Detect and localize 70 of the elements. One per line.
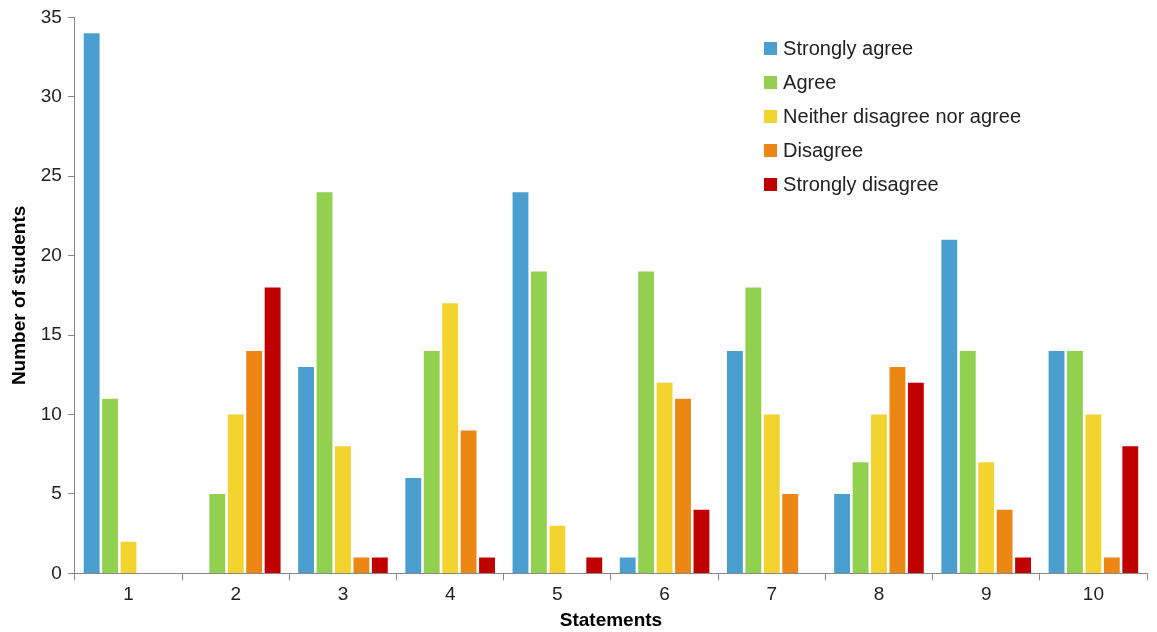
y-tick-label: 25: [40, 164, 62, 186]
x-tick-label: 6: [659, 583, 670, 605]
bar: [996, 509, 1013, 573]
bar: [264, 287, 281, 573]
legend-label: Strongly disagree: [783, 172, 939, 197]
bar: [978, 462, 995, 573]
x-tick-label: 2: [230, 583, 242, 605]
bar: [745, 287, 762, 573]
bar: [586, 557, 603, 573]
bar: [298, 366, 314, 573]
bar: [549, 525, 566, 573]
bar: [227, 414, 244, 573]
legend-label: Disagree: [783, 138, 864, 163]
bar: [531, 271, 547, 573]
bar: [479, 557, 495, 573]
bar: [726, 351, 743, 573]
bar: [675, 398, 691, 573]
bar: [941, 239, 958, 573]
bar: [120, 541, 137, 573]
x-tick-label: 8: [873, 583, 885, 605]
x-tick-label: 10: [1082, 583, 1104, 605]
bar: [907, 382, 924, 573]
bar: [656, 382, 673, 573]
bar: [852, 462, 869, 573]
bar: [371, 557, 388, 573]
y-tick-label: 30: [40, 85, 62, 107]
bar: [316, 192, 333, 573]
bar: [693, 509, 710, 573]
bar: [763, 414, 780, 573]
x-tick-label: 7: [766, 583, 778, 605]
y-tick-label: 0: [51, 561, 62, 583]
x-axis-title: Statements: [559, 608, 663, 630]
bar: [889, 366, 906, 573]
bar: [834, 493, 851, 573]
bar: [638, 271, 655, 573]
bar: [1048, 351, 1065, 573]
bar: [83, 33, 100, 573]
legend-label: Strongly agree: [783, 36, 914, 61]
y-axis-title: Number of students: [7, 205, 29, 386]
legend-label: Agree: [783, 70, 837, 95]
bar: [442, 303, 459, 573]
legend-label: Neither disagree nor agree: [783, 104, 1021, 129]
bar: [1085, 414, 1102, 573]
bar: [1103, 557, 1120, 573]
bar: [209, 493, 226, 573]
y-tick-label: 5: [51, 482, 62, 504]
x-tick-label: 3: [337, 583, 349, 605]
y-tick-label: 10: [40, 402, 62, 424]
bar: [619, 557, 636, 573]
x-tick-label: 4: [444, 583, 456, 605]
y-tick-label: 20: [40, 243, 62, 265]
bar: [246, 351, 263, 573]
bar: [512, 192, 529, 573]
y-tick-label: 15: [40, 323, 62, 345]
bar: [871, 414, 887, 573]
y-tick-label: 35: [40, 5, 62, 27]
bar: [460, 430, 477, 573]
bar: [959, 351, 976, 573]
bar: [1015, 557, 1031, 573]
bar: [782, 493, 799, 573]
bar: [1122, 446, 1139, 573]
bar: [1067, 351, 1083, 573]
bar: [405, 478, 422, 573]
x-tick-label: 1: [123, 583, 134, 605]
bar: [102, 398, 119, 573]
x-tick-label: 5: [552, 583, 563, 605]
bar: [423, 351, 440, 573]
bar: [353, 557, 370, 573]
bar: [335, 446, 351, 573]
x-tick-label: 9: [980, 583, 992, 605]
